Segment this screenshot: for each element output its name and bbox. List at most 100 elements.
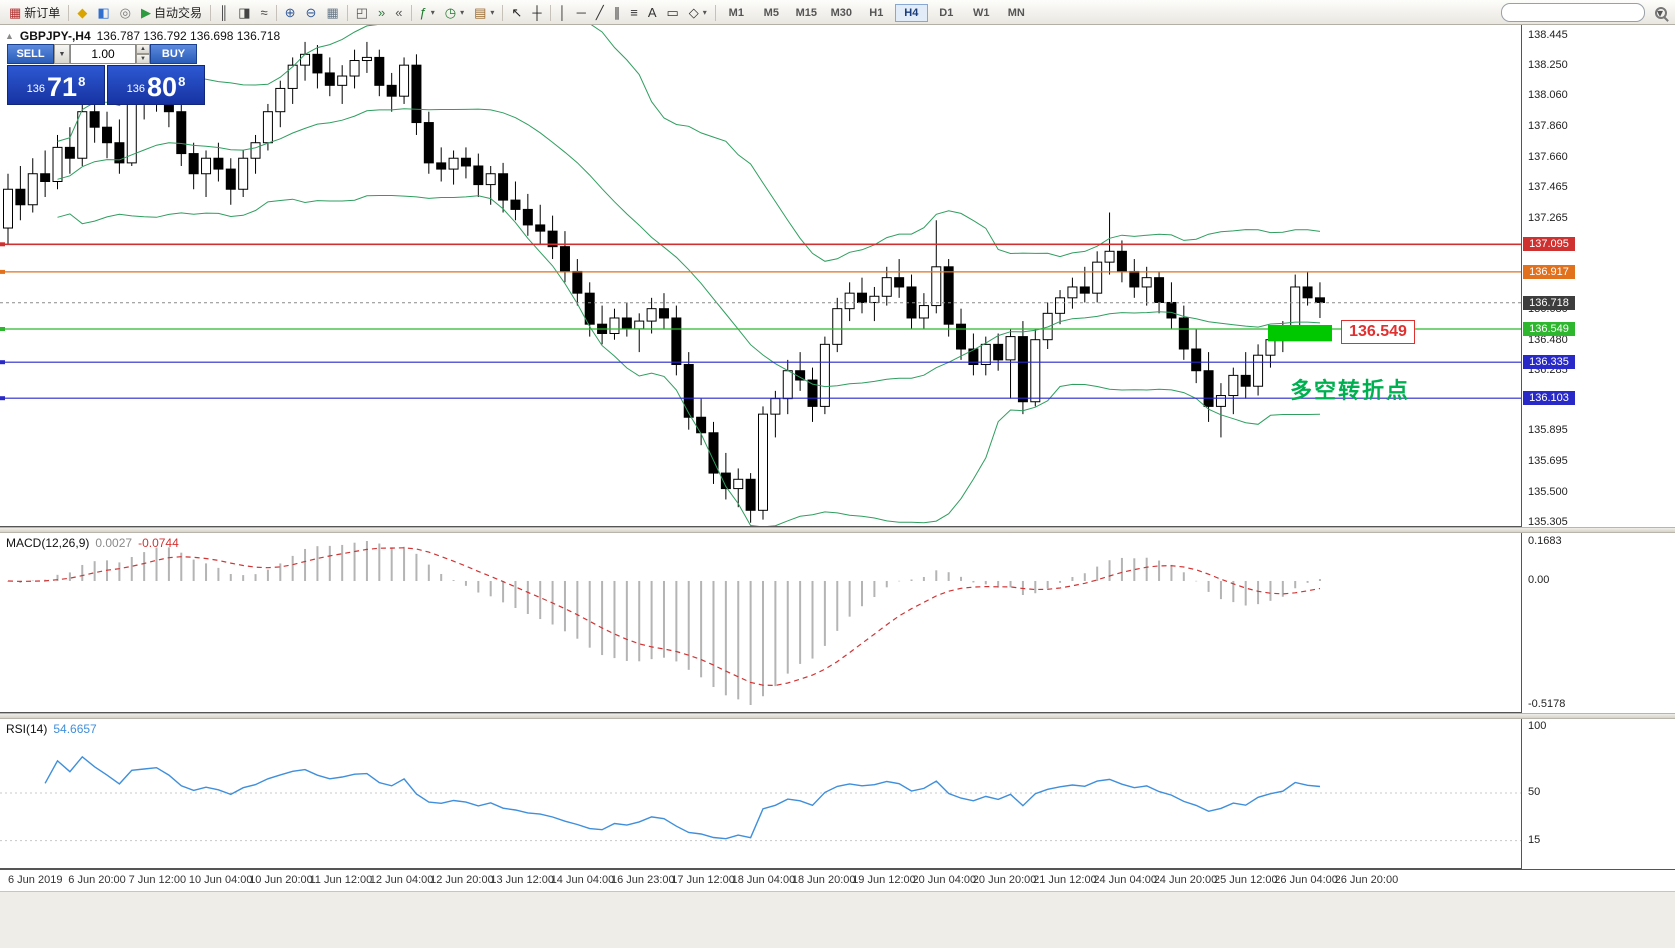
macd-histogram-bar bbox=[316, 546, 319, 581]
search-input[interactable] bbox=[1508, 5, 1655, 20]
line-handle[interactable] bbox=[0, 396, 5, 401]
line-handle[interactable] bbox=[0, 242, 5, 247]
macd-histogram-bar bbox=[266, 569, 269, 581]
macd-histogram-bar bbox=[130, 557, 133, 581]
macd-histogram-bar bbox=[885, 580, 888, 588]
line-handle[interactable] bbox=[0, 360, 5, 365]
macd-histogram-bar bbox=[1306, 580, 1309, 583]
time-axis-label: 18 Jun 04:00 bbox=[731, 874, 796, 886]
rsi-canvas[interactable] bbox=[0, 719, 1521, 869]
market-watch-button[interactable]: ◧ bbox=[92, 2, 114, 24]
price-axis-label: 135.500 bbox=[1528, 485, 1568, 498]
price-axis[interactable]: 138.445 138.250 138.060 137.860 137.660 137.4… bbox=[1521, 25, 1675, 869]
macd-histogram-bar bbox=[378, 543, 381, 581]
crosshair-icon: ┼ bbox=[532, 5, 542, 20]
horizontal-line-button[interactable]: ─ bbox=[572, 2, 591, 24]
one-click-trading-panel: SELL ▼ ▲ ▼ BUY 136 71 8 136 80 8 bbox=[7, 44, 205, 105]
auto-scroll-icon: » bbox=[378, 5, 386, 20]
buy-button[interactable]: BUY bbox=[150, 44, 197, 64]
volume-input[interactable] bbox=[70, 44, 136, 64]
candlestick-chart-icon: ◨ bbox=[238, 5, 251, 20]
timeframe-h4-button[interactable]: H4 bbox=[894, 3, 928, 22]
zoom-in-button[interactable]: ⊕ bbox=[280, 2, 301, 24]
grid-button[interactable]: ▦ bbox=[321, 2, 343, 24]
chart-wizard-button[interactable]: ◆ bbox=[72, 2, 92, 24]
equidistant-channel-button[interactable]: ∥ bbox=[609, 2, 626, 24]
horizontal-line-icon: ─ bbox=[576, 5, 586, 20]
rsi-line bbox=[44, 755, 1321, 840]
macd-histogram-bar bbox=[328, 545, 331, 581]
candlesticks bbox=[3, 41, 1325, 523]
macd-histogram-bar bbox=[601, 580, 604, 656]
line-chart-icon: ≈ bbox=[260, 5, 268, 20]
macd-histogram-bar bbox=[935, 570, 938, 581]
timeframe-h1-button[interactable]: H1 bbox=[869, 6, 884, 19]
collapse-quote-panel-icon[interactable]: ▲ bbox=[5, 31, 14, 41]
volume-up-button[interactable]: ▲ bbox=[136, 44, 150, 54]
candlestick-chart-button[interactable]: ◨ bbox=[233, 2, 255, 24]
navigator-button[interactable]: ◎ bbox=[115, 2, 136, 24]
macd-histogram-bar bbox=[700, 580, 703, 678]
volume-down-button[interactable]: ▼ bbox=[136, 54, 150, 64]
new-order-button[interactable]: ▦ 新订单 bbox=[4, 2, 65, 24]
vertical-line-button[interactable]: │ bbox=[554, 2, 572, 24]
templates-button[interactable]: ▤ ▾ bbox=[469, 2, 499, 24]
volume-dropdown-button[interactable]: ▼ bbox=[54, 44, 70, 64]
line-handle[interactable] bbox=[0, 327, 5, 331]
crosshair-button[interactable]: ┼ bbox=[527, 2, 546, 24]
macd-histogram-bar bbox=[972, 580, 975, 583]
arrows-button[interactable]: ◇ ▾ bbox=[684, 2, 712, 24]
macd-histogram-bar bbox=[873, 580, 876, 598]
timeframe-m30-button[interactable]: M30 bbox=[830, 6, 852, 19]
timeframe-mn-button[interactable]: MN bbox=[1007, 6, 1025, 19]
macd-histogram-bar bbox=[1071, 576, 1074, 581]
time-axis-label: 16 Jun 23:00 bbox=[611, 874, 675, 886]
macd-histogram-bar bbox=[625, 580, 628, 661]
timeframe-m5-button[interactable]: M5 bbox=[763, 6, 779, 19]
trendline-button[interactable]: ╱ bbox=[591, 2, 609, 24]
time-axis[interactable]: 6 Jun 2019 6 Jun 20:00 7 Jun 12:00 10 Jun 0… bbox=[0, 869, 1675, 891]
chart-shift-button[interactable]: « bbox=[390, 2, 407, 24]
dropdown-caret-icon: ▾ bbox=[702, 8, 707, 17]
bollinger-upper-band bbox=[57, 25, 1321, 262]
autotrading-button[interactable]: ▶ 自动交易 bbox=[136, 2, 207, 24]
timeframe-d1-button[interactable]: D1 bbox=[939, 6, 954, 19]
macd-histogram-bar bbox=[1219, 580, 1222, 600]
cursor-button[interactable]: ↖ bbox=[506, 2, 527, 24]
price-level-label[interactable]: 136.549 bbox=[1341, 320, 1415, 344]
price-chart-canvas[interactable] bbox=[0, 25, 1521, 527]
macd-histogram-bar bbox=[1096, 566, 1099, 581]
buy-price-display[interactable]: 136 80 8 bbox=[107, 65, 205, 105]
bar-chart-button[interactable]: ║ bbox=[214, 2, 233, 24]
line-chart-button[interactable]: ≈ bbox=[255, 2, 272, 24]
volume-stepper: ▲ ▼ bbox=[136, 44, 150, 64]
text-label-button[interactable]: ▭ bbox=[661, 2, 683, 24]
timeframe-m15-button[interactable]: M15 bbox=[795, 6, 817, 19]
macd-histogram-bar bbox=[464, 580, 467, 586]
cursor-icon: ↖ bbox=[511, 5, 523, 20]
sell-price-display[interactable]: 136 71 8 bbox=[7, 65, 105, 105]
sell-button[interactable]: SELL bbox=[7, 44, 54, 64]
panel-separator[interactable] bbox=[0, 713, 1675, 719]
macd-histogram-bar bbox=[502, 580, 505, 603]
timeframe-m1-button[interactable]: M1 bbox=[728, 6, 744, 19]
zoom-out-button[interactable]: ⊖ bbox=[301, 2, 322, 24]
time-axis-label: 24 Jun 20:00 bbox=[1153, 874, 1218, 886]
fibonacci-button[interactable]: ≡ bbox=[625, 2, 643, 24]
equidistant-channel-icon: ∥ bbox=[613, 5, 621, 20]
auto-scroll-button[interactable]: » bbox=[373, 2, 390, 24]
annotation-text[interactable]: 多空转折点 bbox=[1290, 378, 1411, 403]
timeframe-w1-button[interactable]: W1 bbox=[973, 6, 990, 19]
macd-histogram-bar bbox=[1170, 564, 1173, 581]
rectangle-object[interactable] bbox=[1268, 325, 1332, 342]
dropdown-caret-icon: ▾ bbox=[490, 8, 495, 17]
line-handle[interactable] bbox=[0, 269, 5, 274]
text-button[interactable]: A bbox=[643, 2, 662, 24]
search-box[interactable] bbox=[1500, 3, 1667, 22]
buy-price-base: 136 bbox=[126, 83, 146, 95]
indicators-button[interactable]: ƒ ▾ bbox=[415, 2, 440, 24]
tile-windows-button[interactable]: ◰ bbox=[351, 2, 373, 24]
macd-canvas[interactable] bbox=[0, 533, 1521, 713]
panel-separator[interactable] bbox=[0, 527, 1675, 533]
periods-button[interactable]: ◷ ▾ bbox=[440, 2, 469, 24]
